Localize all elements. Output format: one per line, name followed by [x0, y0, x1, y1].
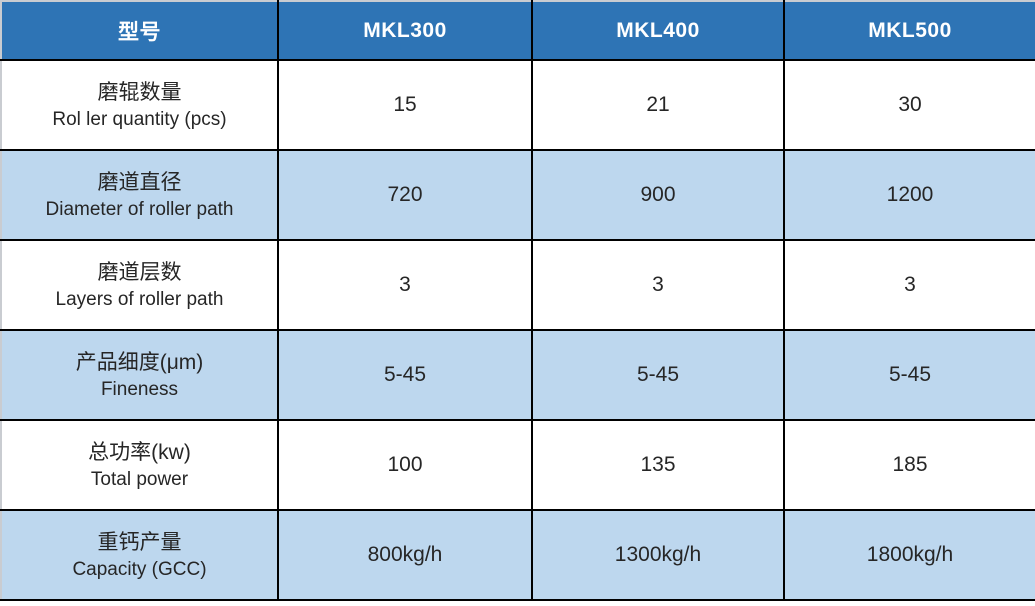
value-text: 30: [898, 93, 922, 116]
value-text: 185: [892, 453, 928, 476]
value-cell: 3: [531, 239, 785, 331]
value-cell: 1300kg/h: [531, 509, 785, 601]
value-cell: 30: [783, 59, 1035, 151]
table-body: 磨辊数量 Rol ler quantity (pcs) 15 21 30 磨道直…: [0, 59, 1035, 601]
value-cell: 135: [531, 419, 785, 511]
value-cell: 5-45: [277, 329, 533, 421]
value-cell: 5-45: [783, 329, 1035, 421]
value-cell: 15: [277, 59, 533, 151]
header-cell-model-label: 型号: [0, 0, 279, 61]
value-cell: 720: [277, 149, 533, 241]
row-label-en: Rol ler quantity (pcs): [52, 109, 227, 131]
row-label-cell: 磨道直径 Diameter of roller path: [0, 149, 279, 241]
value-text: 100: [387, 453, 423, 476]
value-text: 135: [640, 453, 676, 476]
row-label-zh: 产品细度(μm): [75, 350, 204, 374]
row-label-zh: 磨道层数: [97, 260, 182, 284]
header-row: 型号 MKL300 MKL400 MKL500: [0, 0, 1035, 61]
row-label-en: Total power: [90, 469, 189, 491]
value-text: 1200: [886, 183, 934, 206]
value-cell: 1800kg/h: [783, 509, 1035, 601]
value-cell: 3: [277, 239, 533, 331]
table-row-roller-path-layers: 磨道层数 Layers of roller path 3 3 3: [0, 239, 1035, 331]
value-text: 720: [387, 183, 423, 206]
value-text: 15: [393, 93, 417, 116]
table-row-fineness: 产品细度(μm) Fineness 5-45 5-45 5-45: [0, 329, 1035, 421]
value-cell: 1200: [783, 149, 1035, 241]
header-cell-mkl300: MKL300: [277, 0, 533, 61]
row-label-zh: 总功率(kw): [88, 440, 191, 464]
value-cell: 185: [783, 419, 1035, 511]
row-label-cell: 磨辊数量 Rol ler quantity (pcs): [0, 59, 279, 151]
header-cell-mkl500: MKL500: [783, 0, 1035, 61]
table-header: 型号 MKL300 MKL400 MKL500: [0, 0, 1035, 61]
value-text: 5-45: [888, 363, 932, 386]
value-text: 3: [904, 273, 916, 296]
row-label-zh: 磨道直径: [97, 170, 182, 194]
row-label-zh: 磨辊数量: [97, 80, 182, 104]
value-text: 1300kg/h: [614, 543, 702, 566]
table-row-total-power: 总功率(kw) Total power 100 135 185: [0, 419, 1035, 511]
value-cell: 100: [277, 419, 533, 511]
row-label-cell: 产品细度(μm) Fineness: [0, 329, 279, 421]
value-cell: 900: [531, 149, 785, 241]
row-label-cell: 重钙产量 Capacity (GCC): [0, 509, 279, 601]
value-text: 1800kg/h: [866, 543, 954, 566]
row-label-cell: 总功率(kw) Total power: [0, 419, 279, 511]
row-label-en: Layers of roller path: [55, 289, 224, 311]
header-cell-mkl400: MKL400: [531, 0, 785, 61]
value-text: 3: [399, 273, 411, 296]
row-label-cell: 磨道层数 Layers of roller path: [0, 239, 279, 331]
table-row-roller-quantity: 磨辊数量 Rol ler quantity (pcs) 15 21 30: [0, 59, 1035, 151]
value-text: 3: [652, 273, 664, 296]
value-text: 900: [640, 183, 676, 206]
table-row-capacity: 重钙产量 Capacity (GCC) 800kg/h 1300kg/h 180…: [0, 509, 1035, 601]
value-text: 5-45: [383, 363, 427, 386]
value-cell: 800kg/h: [277, 509, 533, 601]
value-text: 800kg/h: [367, 543, 443, 566]
value-cell: 3: [783, 239, 1035, 331]
value-cell: 5-45: [531, 329, 785, 421]
row-label-en: Fineness: [100, 379, 179, 401]
row-label-zh: 重钙产量: [97, 530, 182, 554]
value-text: 21: [646, 93, 670, 116]
table-row-roller-path-diameter: 磨道直径 Diameter of roller path 720 900 120…: [0, 149, 1035, 241]
row-label-en: Diameter of roller path: [45, 199, 234, 221]
value-cell: 21: [531, 59, 785, 151]
value-text: 5-45: [636, 363, 680, 386]
row-label-en: Capacity (GCC): [72, 559, 207, 581]
